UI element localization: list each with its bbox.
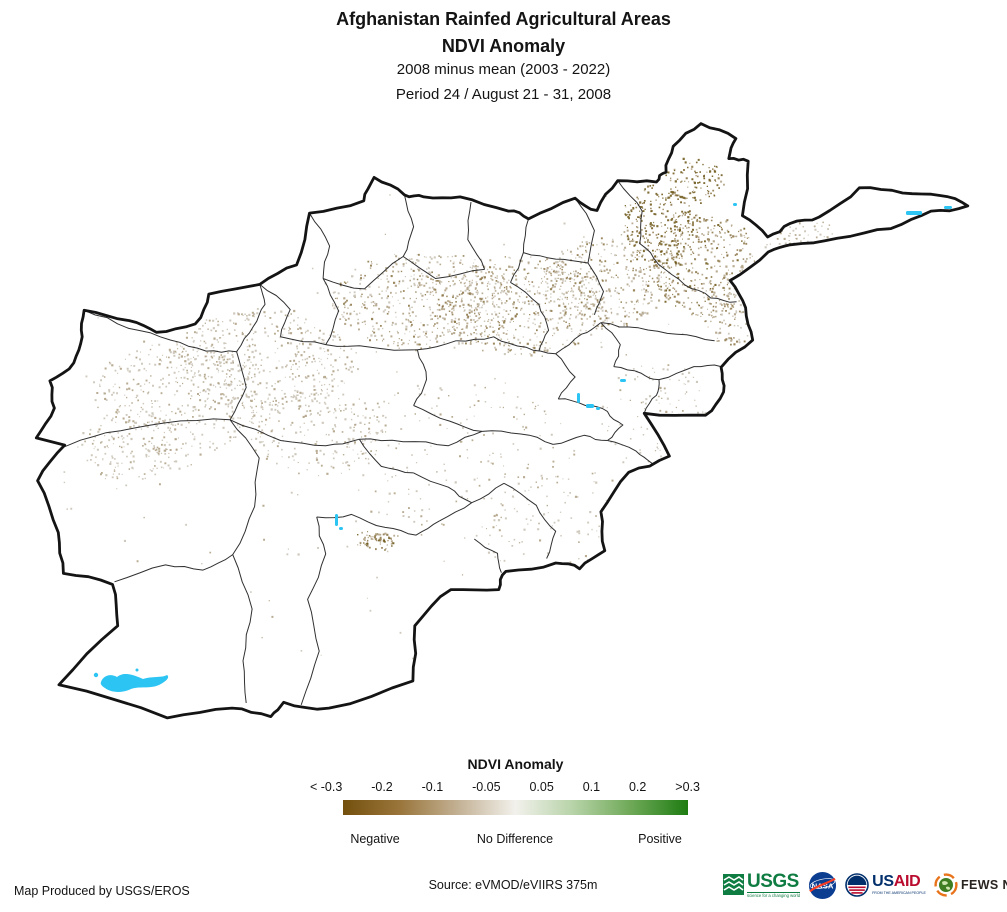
legend-category-negative: Negative	[350, 832, 400, 846]
legend-tick-label: 0.2	[628, 780, 647, 794]
usaid-aid-text: AID	[893, 873, 921, 891]
legend-gradient-bar	[343, 800, 688, 815]
nasa-meatball-icon: NASA	[809, 871, 837, 899]
usaid-tagline: FROM THE AMERICAN PEOPLE	[872, 890, 926, 895]
country-border	[34, 122, 970, 720]
usaid-us-text: US	[872, 873, 894, 891]
fewsnet-wordmark: FEWS NET	[960, 878, 1007, 892]
legend-tick-label: -0.2	[371, 780, 393, 794]
nasa-logo: NASA	[808, 871, 837, 900]
legend-category-row: Negative No Difference Positive	[0, 832, 1007, 850]
country-fill	[36, 123, 968, 718]
legend-title: NDVI Anomaly	[467, 756, 564, 772]
water-bodies	[93, 203, 952, 692]
legend-tick-label: -0.05	[472, 780, 501, 794]
province-boundaries	[55, 180, 737, 706]
produced-by-text: Map Produced by USGS/EROS	[14, 884, 190, 898]
legend-tick-row: < -0.3 -0.2 -0.1 -0.05 0.05 0.1 0.2 >0.3	[310, 780, 700, 794]
legend-tick-label: 0.1	[582, 780, 601, 794]
subtitle-period: Period 24 / August 21 - 31, 2008	[395, 86, 612, 103]
legend-tick-label: >0.3	[675, 780, 700, 794]
usgs-wave-icon	[723, 874, 744, 896]
legend-category-positive: Positive	[638, 832, 682, 846]
svg-text:NASA: NASA	[812, 881, 834, 890]
fewsnet-globe-icon	[934, 873, 958, 897]
subtitle-comparison: 2008 minus mean (2003 - 2022)	[396, 61, 611, 78]
page-title: Afghanistan Rainfed Agricultural Areas	[336, 9, 671, 29]
ndvi-anomaly-speckles	[50, 157, 957, 678]
page-title-line2: NDVI Anomaly	[441, 36, 566, 56]
legend-tick-label: -0.1	[421, 780, 444, 794]
usaid-logo: USAID FROM THE AMERICAN PEOPLE	[845, 873, 926, 897]
legend-category-nodifference: No Difference	[476, 832, 554, 846]
usgs-wordmark: USGS	[747, 870, 799, 892]
legend-tick-label: 0.05	[529, 780, 554, 794]
usaid-seal-icon	[845, 873, 869, 897]
source-text: Source: eVMOD/eVIIRS 375m	[428, 878, 598, 892]
logo-row: USGS science for a changing world NASA	[723, 863, 1007, 907]
usgs-logo: USGS science for a changing world	[723, 870, 801, 898]
usgs-tagline: science for a changing world	[747, 891, 801, 898]
fewsnet-logo: FEWS NET	[934, 873, 1007, 897]
legend-tick-label: < -0.3	[310, 780, 343, 794]
